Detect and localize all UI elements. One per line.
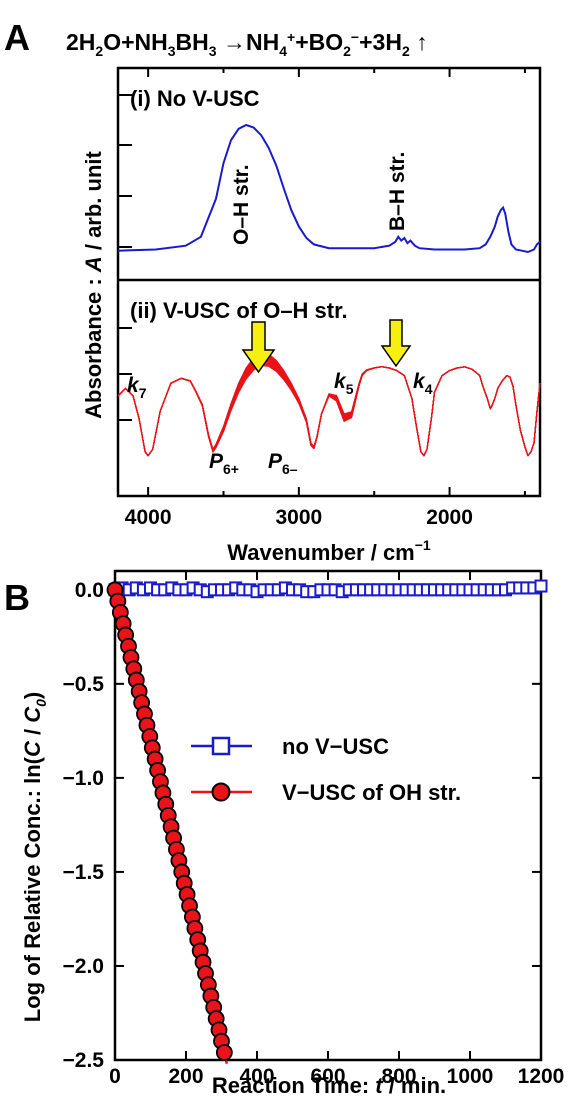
panel-a-xtick-labels: 4000 3000 2000 xyxy=(125,506,473,529)
sub1-label: (i) No V-USC xyxy=(130,86,260,111)
label-k7: k7 xyxy=(127,374,147,401)
y-tick-label: −1.0 xyxy=(63,767,104,790)
x-tick-label: 600 xyxy=(310,1065,345,1088)
panel-a1-plot xyxy=(117,123,541,254)
peak-bh-label: B–H str. xyxy=(386,152,409,231)
label-p6plus: P6+ xyxy=(209,450,239,477)
x-tick-label: 0 xyxy=(109,1065,121,1088)
down-arrow-icon xyxy=(241,321,276,374)
spectrum-vusc-trace xyxy=(117,356,541,457)
legend: no V−USC V−USC of OH str. xyxy=(191,734,461,805)
yellow-arrow-oh xyxy=(241,321,276,374)
x-tick-label: 1200 xyxy=(518,1065,565,1088)
y-tick-label: −2.5 xyxy=(63,1049,105,1072)
spectrum-vusc-trace xyxy=(117,359,541,457)
panel-a-letter: A xyxy=(4,17,30,58)
reaction-equation: 2H2O+NH3BH3 →NH4++BO2−+3H2 ↑ xyxy=(66,29,428,59)
x-tick-label: 4000 xyxy=(125,506,172,529)
legend-marker-circle xyxy=(211,782,231,802)
spectrum-vusc-trace xyxy=(117,362,541,457)
spectrum-no-vusc xyxy=(117,123,541,254)
x-tick-label: 1000 xyxy=(447,1065,494,1088)
spectrum-vusc-trace xyxy=(117,361,541,457)
x-tick-label: 3000 xyxy=(275,506,322,529)
panel-b-plot xyxy=(106,579,548,1065)
panel-b-ytick-labels: 0.0 −0.5 −1.0 −1.5 −2.0 −2.5 xyxy=(63,579,105,1072)
spectrum-vusc-trace xyxy=(117,352,541,457)
spectrum-vusc-trace xyxy=(117,364,541,457)
y-tick-label: −2.0 xyxy=(63,955,104,978)
yellow-arrow-bh xyxy=(380,319,412,368)
y-tick-label: 0.0 xyxy=(75,579,104,602)
panel-b-letter: B xyxy=(4,577,30,618)
point-no-vusc xyxy=(534,579,548,593)
panel-a-ylabel: Absorbance : A / arb. unit xyxy=(81,150,106,418)
x-tick-label: 200 xyxy=(168,1065,203,1088)
x-tick-label: 800 xyxy=(381,1065,416,1088)
panel-a2-plot xyxy=(117,352,541,457)
legend-label-no-vusc: no V−USC xyxy=(282,734,389,759)
x-tick-label: 2000 xyxy=(426,506,473,529)
label-k4: k4 xyxy=(413,370,433,397)
legend-label-vusc-oh: V−USC of OH str. xyxy=(282,780,461,805)
down-arrow-icon xyxy=(380,319,412,368)
legend-marker-square xyxy=(211,736,231,756)
panel-b-ylabel: Log of Relative Conc.: ln(C / C0) xyxy=(20,692,49,1022)
panel-b-xtick-labels: 0 200 400 600 800 1000 1200 xyxy=(109,1065,564,1088)
panel-b-ticks xyxy=(114,571,542,1061)
spectrum-vusc-trace xyxy=(117,355,541,457)
panel-b-xlabel: Reaction Time: t / min. xyxy=(212,1073,446,1098)
spectrum-vusc-trace xyxy=(117,354,541,457)
panel-b-frame xyxy=(113,569,543,1062)
point-vusc-oh xyxy=(215,1044,233,1061)
label-p6minus: P6– xyxy=(268,450,298,477)
y-tick-label: −0.5 xyxy=(63,673,105,696)
panel-a-ticks xyxy=(118,68,526,496)
y-tick-label: −1.5 xyxy=(63,861,105,884)
spectrum-vusc-trace xyxy=(117,353,541,457)
label-k5: k5 xyxy=(334,370,354,397)
panel-a-frame xyxy=(116,66,542,498)
peak-oh-label: O–H str. xyxy=(230,164,253,245)
x-tick-label: 400 xyxy=(239,1065,274,1088)
sub2-label: (ii) V-USC of O–H str. xyxy=(130,298,348,323)
panel-a-xlabel: Wavenumber / cm−1 xyxy=(227,537,431,565)
spectrum-vusc-trace xyxy=(117,360,541,457)
